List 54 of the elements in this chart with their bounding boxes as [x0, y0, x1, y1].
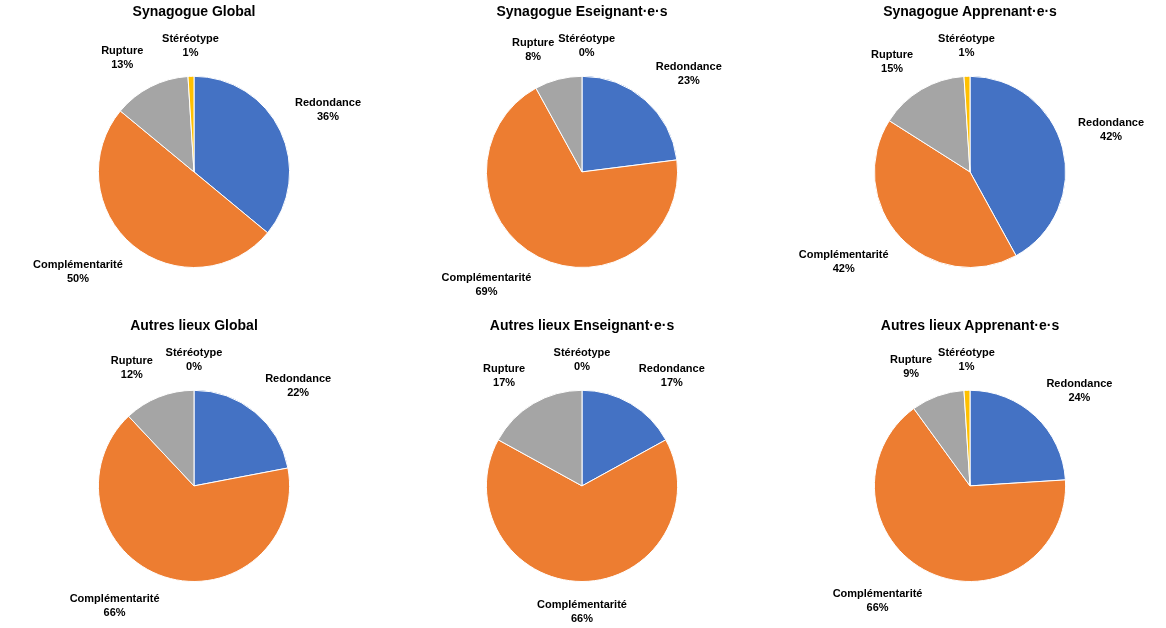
data-label: 1%	[182, 46, 199, 59]
data-label: 13%	[111, 58, 134, 71]
slice-label: Redondance	[265, 371, 332, 384]
slice-label: Redondance	[294, 96, 361, 109]
data-label: 69%	[475, 285, 498, 298]
data-label: 42%	[1100, 130, 1123, 143]
slice-label: Rupture	[871, 47, 914, 60]
data-label: 12%	[120, 368, 144, 381]
chart-title: Synagogue Apprenant·e·s	[883, 3, 1058, 20]
data-label: 1%	[958, 360, 975, 373]
data-label: 1%	[958, 46, 975, 59]
slice-label: Redondance	[1046, 376, 1113, 389]
data-label: 15%	[881, 61, 904, 74]
slice-label: Complémentarité	[832, 586, 923, 599]
data-label: 22%	[287, 385, 310, 398]
data-label: 24%	[1068, 390, 1091, 403]
data-label: 66%	[103, 606, 126, 619]
slice-label: Complémentarité	[441, 271, 532, 284]
text: 0%	[578, 46, 595, 59]
slice-label: Stéréotype	[938, 32, 995, 45]
slice-label: Redondance	[638, 361, 705, 374]
slice-label: Complémentarité	[69, 592, 160, 605]
category-label: Stéréotype	[165, 346, 223, 359]
data-label: 17%	[660, 375, 684, 388]
slice-label: Complémentarité	[798, 248, 889, 261]
slice-label: Redondance	[655, 60, 722, 73]
category-label: Stéréotype	[558, 32, 616, 45]
data-label: 23%	[677, 74, 701, 87]
data-label: 17%	[493, 375, 516, 388]
data-label: 9%	[903, 366, 920, 379]
slice-label: Rupture	[512, 35, 555, 48]
chart-title: Synagogue Eseignant·e·s	[496, 3, 668, 20]
chart-title: Autres lieux Enseignant·e·s	[489, 317, 675, 334]
category-label: Stéréotype	[553, 346, 611, 359]
text: 0%	[574, 360, 590, 373]
data-label: 50%	[66, 271, 90, 284]
data-label: 42%	[832, 262, 855, 275]
chart-title: Synagogue Global	[132, 3, 256, 20]
slice-label: Rupture	[101, 44, 144, 57]
slice-label: Rupture	[483, 361, 526, 374]
slice-label: Redondance	[1078, 116, 1145, 129]
slice-label: Rupture	[890, 352, 933, 365]
chart-title: Autres lieux Global	[130, 317, 258, 334]
data-label: 66%	[570, 611, 594, 624]
text: 0%	[186, 360, 202, 373]
data-label: 8%	[525, 49, 542, 62]
slice-label: Stéréotype	[938, 346, 995, 359]
slice-label: Rupture	[110, 354, 153, 367]
data-label: 36%	[316, 110, 340, 123]
slice-label: Complémentarité	[537, 597, 627, 610]
slice-label: Complémentarité	[33, 257, 123, 270]
data-label: 66%	[866, 600, 889, 613]
chart-title: Autres lieux Apprenant·e·s	[880, 317, 1060, 334]
slice-label: Stéréotype	[162, 32, 219, 45]
